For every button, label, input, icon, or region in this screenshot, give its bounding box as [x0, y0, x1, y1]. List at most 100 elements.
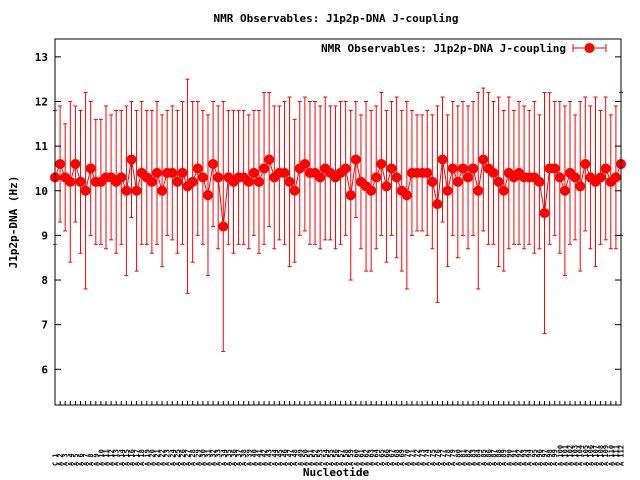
- x-tick-label: A 87: [490, 449, 498, 466]
- x-tick-label: A 35: [225, 449, 233, 466]
- x-tick-label: A 58: [342, 449, 350, 466]
- x-tick-label: A 100: [556, 445, 564, 466]
- x-tick-label: A 54: [322, 449, 330, 466]
- x-tick-label: A 5: [72, 453, 80, 466]
- x-tick-label: A 49: [296, 449, 304, 466]
- x-tick-label: A 93: [521, 449, 529, 466]
- data-point: [570, 172, 581, 183]
- y-axis: 6 7 8 9 10 11 12 13: [35, 51, 621, 376]
- x-tick-label: A 108: [597, 445, 605, 466]
- data-point: [539, 208, 550, 219]
- data-point: [493, 176, 504, 187]
- data-point: [600, 163, 611, 174]
- data-point: [192, 163, 203, 174]
- data-point: [151, 167, 162, 178]
- data-point: [116, 172, 127, 183]
- y-tick-label: 9: [41, 229, 48, 242]
- data-point: [55, 158, 66, 169]
- x-tick-label: A 46: [281, 449, 289, 466]
- x-tick-label: A 85: [480, 449, 488, 466]
- x-tick-label: A 88: [495, 449, 503, 466]
- y-tick-label: 7: [41, 319, 48, 332]
- x-tick-label: A 6: [77, 453, 85, 466]
- x-tick-label: C 1: [52, 453, 60, 466]
- x-tick-label: A 48: [291, 449, 299, 466]
- data-point: [452, 176, 463, 187]
- x-tick-label: A 99: [551, 449, 559, 466]
- x-tick-label: A 31: [204, 449, 212, 466]
- data-point: [442, 185, 453, 196]
- x-axis: C 1A 2A 3A 4A 5A 6A 7A 8A 9A 10A 11A 12A…: [52, 401, 626, 466]
- x-tick-label: A 42: [261, 449, 269, 466]
- x-tick-label: A 25: [174, 449, 182, 466]
- chart-title: NMR Observables: J1p2p-DNA J-coupling: [213, 12, 458, 25]
- x-tick-label: A 74: [424, 449, 432, 466]
- data-point: [253, 176, 264, 187]
- x-tick-label: A 57: [337, 449, 345, 466]
- data-point: [279, 167, 290, 178]
- x-tick-label: A 38: [240, 449, 248, 466]
- x-tick-label: A 40: [250, 449, 258, 466]
- data-point: [376, 158, 387, 169]
- error-bars: [53, 78, 623, 352]
- x-tick-label: A 37: [235, 449, 243, 466]
- data-point: [401, 190, 412, 201]
- x-tick-label: A 18: [138, 449, 146, 466]
- data-point: [202, 190, 213, 201]
- data-point: [213, 172, 224, 183]
- x-axis-label: Nucleotide: [303, 466, 370, 479]
- data-point: [468, 163, 479, 174]
- x-tick-label: A 82: [465, 449, 473, 466]
- data-point: [243, 176, 254, 187]
- data-point: [289, 185, 300, 196]
- x-tick-label: A 76: [434, 449, 442, 466]
- data-point: [208, 158, 219, 169]
- data-point: [610, 172, 621, 183]
- legend: NMR Observables: J1p2p-DNA J-coupling: [321, 42, 607, 55]
- x-tick-label: A 55: [327, 449, 335, 466]
- x-tick-label: A 78: [444, 449, 452, 466]
- x-tick-label: A 7: [82, 453, 90, 466]
- x-tick-label: A 64: [373, 449, 381, 466]
- data-point: [315, 172, 326, 183]
- x-tick-label: A 111: [612, 445, 620, 466]
- plot-frame: [54, 38, 622, 406]
- data-point: [498, 185, 509, 196]
- x-tick-label: A 69: [398, 449, 406, 466]
- data-point: [340, 163, 351, 174]
- x-tick-label: A 96: [536, 449, 544, 466]
- data-point: [187, 176, 198, 187]
- x-tick-label: A 30: [199, 449, 207, 466]
- x-tick-label: A 24: [169, 449, 177, 466]
- x-tick-label: A 28: [189, 449, 197, 466]
- x-tick-label: A 107: [592, 445, 600, 466]
- x-tick-label: A 19: [143, 449, 151, 466]
- data-point: [575, 181, 586, 192]
- x-tick-label: A 20: [148, 449, 156, 466]
- data-point: [248, 167, 259, 178]
- y-tick-label: 10: [35, 185, 48, 198]
- data-point: [554, 172, 565, 183]
- x-tick-label: A 53: [317, 449, 325, 466]
- data-point: [391, 172, 402, 183]
- data-point: [259, 163, 270, 174]
- x-tick-label: A 91: [510, 449, 518, 466]
- data-point: [80, 185, 91, 196]
- x-tick-label: A 33: [215, 449, 223, 466]
- data-point: [463, 172, 474, 183]
- y-axis-label: J1p2p-DNA (Hz): [7, 176, 20, 269]
- x-tick-label: A 26: [179, 449, 187, 466]
- x-tick-label: A 50: [301, 449, 309, 466]
- x-tick-label: A 17: [133, 449, 141, 466]
- y-tick-label: 11: [35, 140, 49, 153]
- data-point: [549, 163, 560, 174]
- data-point: [75, 176, 86, 187]
- x-tick-label: A 59: [347, 449, 355, 466]
- x-tick-label: A 32: [210, 449, 218, 466]
- x-tick-label: A 27: [184, 449, 192, 466]
- legend-marker: [584, 43, 595, 53]
- data-point: [457, 163, 468, 174]
- x-tick-label: A 62: [363, 449, 371, 466]
- x-tick-label: A 21: [153, 449, 161, 466]
- data-point: [172, 176, 183, 187]
